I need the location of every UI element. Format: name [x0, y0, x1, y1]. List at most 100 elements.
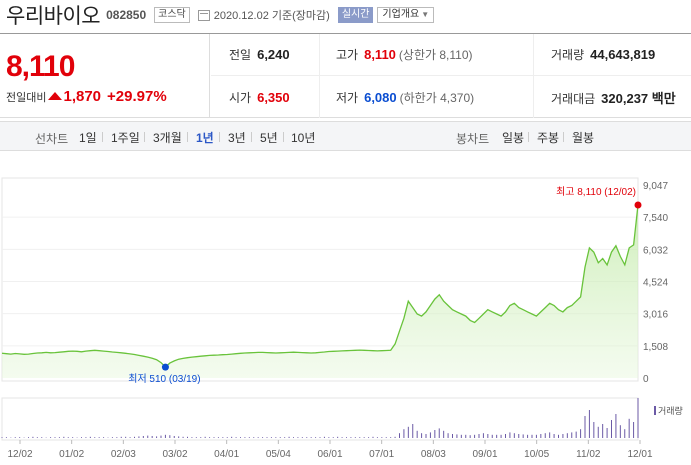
volume-bar	[540, 434, 542, 438]
price-chart: 9,047 7,540 6,032 4,524 3,016 1,508 0 최고 8,110 …	[0, 170, 691, 465]
volume-bar	[403, 429, 405, 438]
divider	[219, 132, 220, 142]
volume-bar	[549, 432, 551, 438]
volume-bar	[217, 437, 219, 438]
volume-bar	[231, 436, 233, 438]
volume-bar	[474, 434, 476, 438]
volume-bar	[509, 432, 511, 438]
volume-bar	[125, 436, 127, 438]
volume-bar	[235, 437, 237, 438]
y-tick-label: 6,032	[643, 245, 668, 256]
min-point-marker	[161, 363, 169, 371]
tab-monthly[interactable]: 월봉	[572, 131, 595, 145]
volume-bar	[319, 437, 321, 438]
x-tick-label: 07/01	[369, 449, 394, 460]
realtime-button[interactable]: 실시간	[337, 7, 374, 23]
volume-bar	[341, 437, 343, 438]
volume-bar	[323, 436, 325, 438]
high-value: 8,110	[364, 47, 396, 62]
volume-bar	[346, 437, 347, 438]
y-tick-label: 3,016	[643, 310, 668, 321]
x-tick-label: 01/02	[59, 449, 84, 460]
volume-bar	[416, 430, 418, 438]
candle-chart-label: 봉차트	[456, 132, 490, 146]
change-value: 1,870	[63, 88, 102, 105]
volume-bar	[200, 437, 202, 438]
volume-bar	[14, 437, 16, 438]
volume-bar	[244, 437, 246, 438]
volume-bar	[32, 436, 34, 438]
volume-bar	[562, 434, 564, 438]
volume-bar	[54, 437, 56, 438]
volume-bar	[248, 437, 250, 438]
volume-bar	[628, 418, 630, 438]
volume-bar	[81, 437, 82, 438]
volume-bar	[279, 437, 281, 438]
volume-cell: 거래량 44,643,819	[551, 46, 655, 63]
volume-bar	[633, 422, 635, 438]
volume-bar	[156, 436, 158, 438]
upper-limit: (상한가 8,110)	[398, 48, 473, 62]
volume-bar	[390, 437, 392, 438]
volume-bar	[270, 437, 272, 438]
volume-bar	[178, 436, 180, 438]
volume-bar	[425, 434, 427, 438]
amount-label: 거래대금	[551, 91, 596, 106]
volume-bar	[505, 434, 506, 438]
tab-1y[interactable]: 1년	[196, 131, 214, 145]
volume-bar	[173, 436, 175, 438]
volume-bar	[611, 420, 612, 438]
volume-bar	[513, 433, 515, 438]
max-point-marker	[634, 201, 642, 209]
as-of-date: 2020.12.02 기준(장마감)	[213, 10, 330, 22]
volume-bar	[222, 437, 224, 438]
volume-bar	[195, 437, 197, 438]
volume-bar	[103, 437, 105, 438]
volume-bar	[527, 434, 529, 438]
volume-bar	[266, 437, 268, 438]
company-overview-button[interactable]: 기업개요 ▼	[377, 7, 435, 23]
prev-close-label: 전일	[229, 48, 252, 62]
volume-bar	[429, 432, 431, 438]
tab-daily[interactable]: 일봉	[502, 131, 525, 145]
volume-bar	[544, 433, 546, 438]
volume-bar	[434, 430, 436, 438]
volume-bar	[619, 425, 621, 438]
price-line	[1, 204, 639, 369]
price-area	[2, 205, 638, 378]
volume-legend-label: 거래량	[658, 406, 683, 416]
tab-3m[interactable]: 3개월	[153, 131, 182, 145]
volume-bar	[465, 434, 467, 438]
up-arrow-icon	[48, 91, 63, 100]
company-overview-label: 기업개요	[382, 9, 420, 20]
volume-bar	[407, 426, 409, 438]
volume-bar	[297, 437, 299, 438]
low-label: 저가	[336, 90, 359, 105]
volume-bar	[111, 437, 113, 438]
tab-3y[interactable]: 3년	[228, 131, 246, 145]
divider	[144, 132, 145, 142]
volume-bar	[535, 434, 537, 438]
volume-bar	[456, 434, 458, 438]
volume-bar	[182, 436, 184, 438]
y-tick-label: 9,047	[643, 181, 668, 192]
tab-5y[interactable]: 5년	[260, 131, 278, 145]
tab-10y[interactable]: 10년	[291, 131, 316, 145]
tab-weekly[interactable]: 주봉	[537, 131, 560, 145]
current-price: 8,110	[6, 50, 75, 83]
volume-bar	[487, 434, 489, 438]
calendar-icon	[197, 9, 210, 21]
y-tick-label: 0	[643, 374, 649, 385]
volume-bar	[275, 437, 277, 438]
x-tick-label: 12/01	[627, 449, 652, 460]
low-cell: 저가 6,080 (하한가 4,370)	[336, 89, 474, 106]
x-tick-label: 10/05	[524, 449, 549, 460]
volume-bar	[328, 437, 330, 438]
volume-bar	[315, 437, 317, 438]
volume-bar	[50, 437, 52, 438]
y-tick-label: 4,524	[643, 277, 668, 288]
tab-1d[interactable]: 1일	[79, 131, 97, 145]
lower-limit: (하한가 4,370)	[399, 90, 475, 105]
volume-bar	[58, 437, 60, 438]
tab-1w[interactable]: 1주일	[111, 131, 140, 145]
